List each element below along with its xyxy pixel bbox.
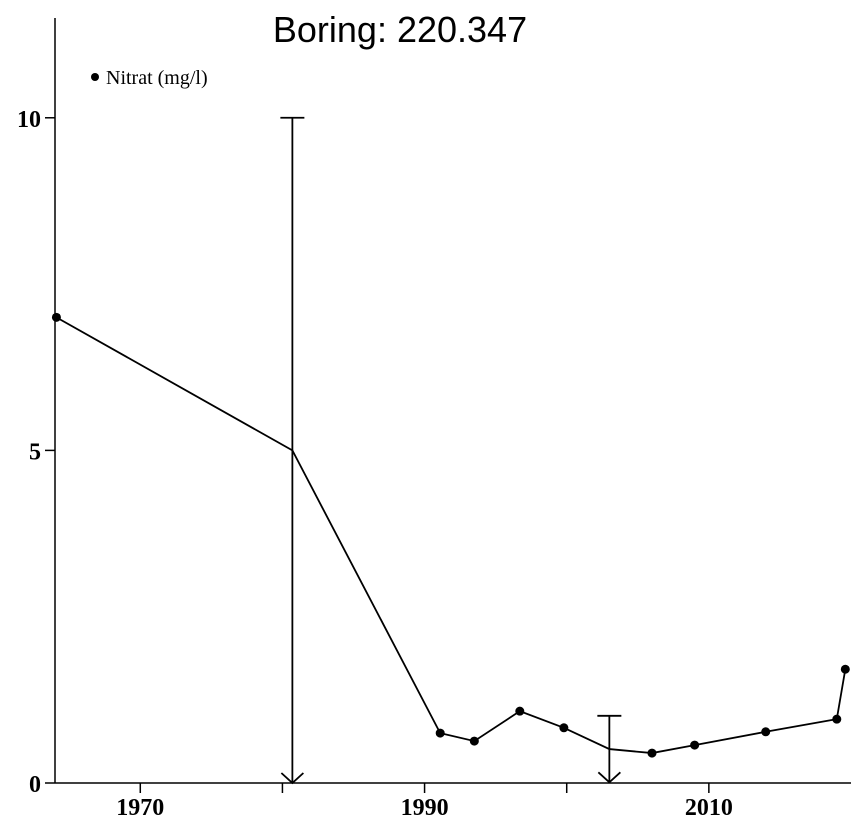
data-point xyxy=(832,714,842,724)
data-point xyxy=(51,312,61,322)
data-point xyxy=(761,727,771,737)
data-point xyxy=(647,748,657,758)
x-tick-label: 1970 xyxy=(116,795,164,821)
y-tick-label: 10 xyxy=(17,107,41,133)
data-point xyxy=(435,728,445,738)
error-bar-part xyxy=(280,772,304,785)
legend-label: Nitrat (mg/l) xyxy=(106,67,208,89)
data-point xyxy=(515,706,525,716)
y-tick-label: 5 xyxy=(29,439,41,465)
data-point xyxy=(559,723,569,733)
data-point xyxy=(840,664,850,674)
data-point xyxy=(690,740,700,750)
y-tick-label: 0 xyxy=(29,772,41,798)
x-tick-label: 1990 xyxy=(401,795,449,821)
chart-title: Boring: 220.347 xyxy=(273,9,527,50)
error-bar xyxy=(597,714,622,784)
data-line xyxy=(55,316,847,754)
data-point xyxy=(469,736,479,746)
error-bar-part xyxy=(597,771,621,784)
x-tick-label: 2010 xyxy=(685,795,733,821)
legend-marker xyxy=(91,73,99,81)
error-bar xyxy=(280,116,305,785)
